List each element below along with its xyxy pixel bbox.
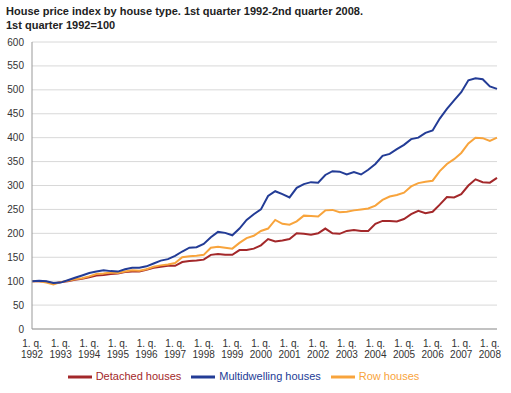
- svg-text:1. q.2004: 1. q.2004: [364, 338, 387, 360]
- svg-text:600: 600: [8, 37, 24, 48]
- svg-text:1. q.1995: 1. q.1995: [107, 338, 130, 360]
- svg-text:0: 0: [18, 324, 24, 335]
- html-text:1st quarter 1992=100: 1st quarter 1992=100: [6, 19, 116, 31]
- svg-text:250: 250: [8, 204, 24, 215]
- svg-text:150: 150: [8, 252, 24, 263]
- html-text:Multidwelling houses: Multidwelling houses: [219, 369, 321, 382]
- svg-text:350: 350: [8, 156, 24, 167]
- svg-text:1. q.2007: 1. q.2007: [450, 338, 473, 360]
- svg-text:450: 450: [8, 108, 24, 119]
- svg-text:1. q.1999: 1. q.1999: [221, 338, 244, 360]
- svg-text:550: 550: [8, 60, 24, 71]
- svg-text:100: 100: [8, 276, 24, 287]
- svg-text:400: 400: [8, 132, 24, 143]
- svg-text:50: 50: [13, 300, 25, 311]
- svg-text:1. q.2003: 1. q.2003: [336, 338, 359, 360]
- svg-text:300: 300: [8, 180, 24, 191]
- svg-text:1. q.2005: 1. q.2005: [393, 338, 416, 360]
- svg-text:1. q.2006: 1. q.2006: [421, 338, 444, 360]
- svg-text:1. q.2002: 1. q.2002: [307, 338, 330, 360]
- html-text:Detached houses: Detached houses: [95, 369, 182, 382]
- svg-text:1. q.2008: 1. q.2008: [479, 338, 502, 360]
- svg-text:500: 500: [8, 84, 24, 95]
- svg-text:1. q.2001: 1. q.2001: [278, 338, 301, 360]
- svg-text:200: 200: [8, 228, 24, 239]
- html-text:House price index by house typ: House price index by house type. 1st qua…: [6, 5, 363, 17]
- svg-text:1. q.1993: 1. q.1993: [49, 338, 72, 360]
- svg-text:1. q.1992: 1. q.1992: [21, 338, 44, 360]
- svg-text:1. q.1998: 1. q.1998: [193, 338, 216, 360]
- html-text:Row houses: Row houses: [358, 369, 420, 382]
- svg-text:1. q.1996: 1. q.1996: [135, 338, 158, 360]
- svg-text:1. q.2000: 1. q.2000: [250, 338, 273, 360]
- svg-text:1. q.1997: 1. q.1997: [164, 338, 187, 360]
- svg-text:1. q.1994: 1. q.1994: [78, 338, 101, 360]
